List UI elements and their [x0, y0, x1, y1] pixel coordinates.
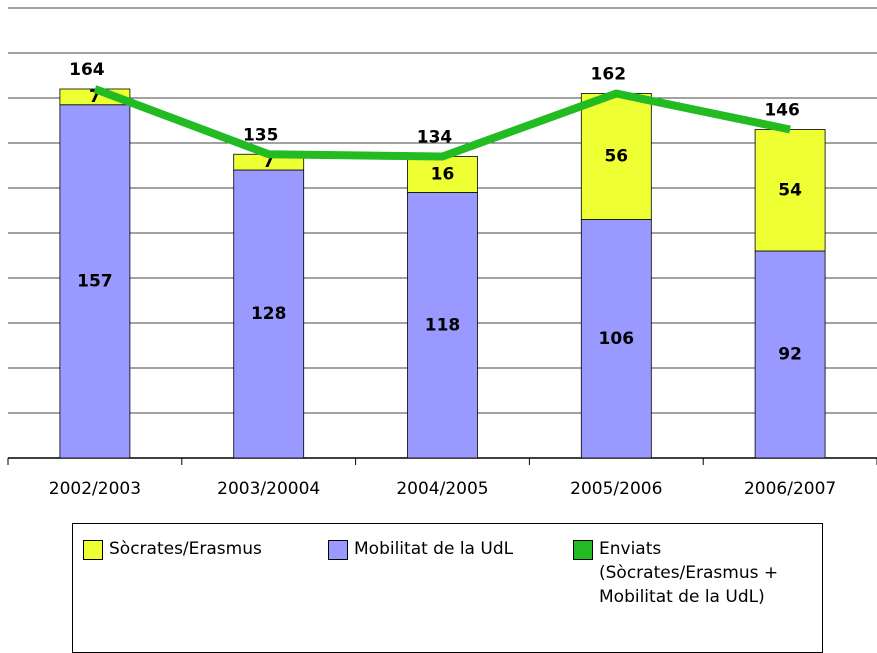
legend-swatch: [573, 540, 593, 560]
data-label: 157: [77, 271, 113, 291]
data-label: 7: [89, 87, 101, 107]
legend: Sòcrates/Erasmus Mobilitat de la UdL Envia…: [72, 523, 823, 653]
data-label: 146: [764, 101, 800, 121]
line: [93, 85, 791, 161]
data-label: 56: [604, 147, 628, 167]
bar: [754, 250, 826, 459]
bar: [580, 93, 652, 220]
x-tick-label: 2005/2006: [570, 479, 662, 499]
legend-label: Sòcrates/Erasmus: [109, 539, 262, 559]
bar: [233, 169, 305, 459]
x-tick-label: 2003/20004: [217, 479, 320, 499]
x-tick-label: 2002/2003: [49, 479, 141, 499]
legend-item: Enviats (Sòcrates/Erasmus + Mobilitat de…: [573, 539, 789, 609]
data-label: 92: [778, 345, 802, 365]
data-label: 128: [251, 304, 287, 324]
bar: [407, 156, 478, 193]
data-label: 118: [425, 315, 461, 335]
bar: [580, 219, 652, 459]
data-label: 134: [417, 128, 453, 148]
bar: [59, 104, 131, 459]
data-label: 106: [599, 329, 635, 349]
data-label: 54: [778, 180, 802, 200]
data-label: 7: [263, 152, 275, 172]
x-tick-label: 2004/2005: [396, 479, 488, 499]
legend-label: Enviats (Sòcrates/Erasmus + Mobilitat de…: [599, 539, 779, 607]
bar: [754, 129, 826, 252]
legend-swatch: [328, 540, 348, 560]
legend-label: Mobilitat de la UdL: [354, 539, 514, 559]
legend-item: Sòcrates/Erasmus: [83, 539, 262, 561]
chart: 2002/2003 2003/20004 2004/2005 2005/2006 200…: [7, 7, 877, 499]
data-label: 162: [591, 65, 627, 85]
x-tick-label: 2006/2007: [744, 479, 836, 499]
legend-item: Mobilitat de la UdL: [328, 539, 514, 561]
data-label: 16: [431, 165, 455, 185]
legend-swatch: [83, 540, 103, 560]
data-label: 164: [69, 60, 105, 80]
data-label: 135: [243, 125, 279, 145]
bar: [407, 192, 478, 459]
